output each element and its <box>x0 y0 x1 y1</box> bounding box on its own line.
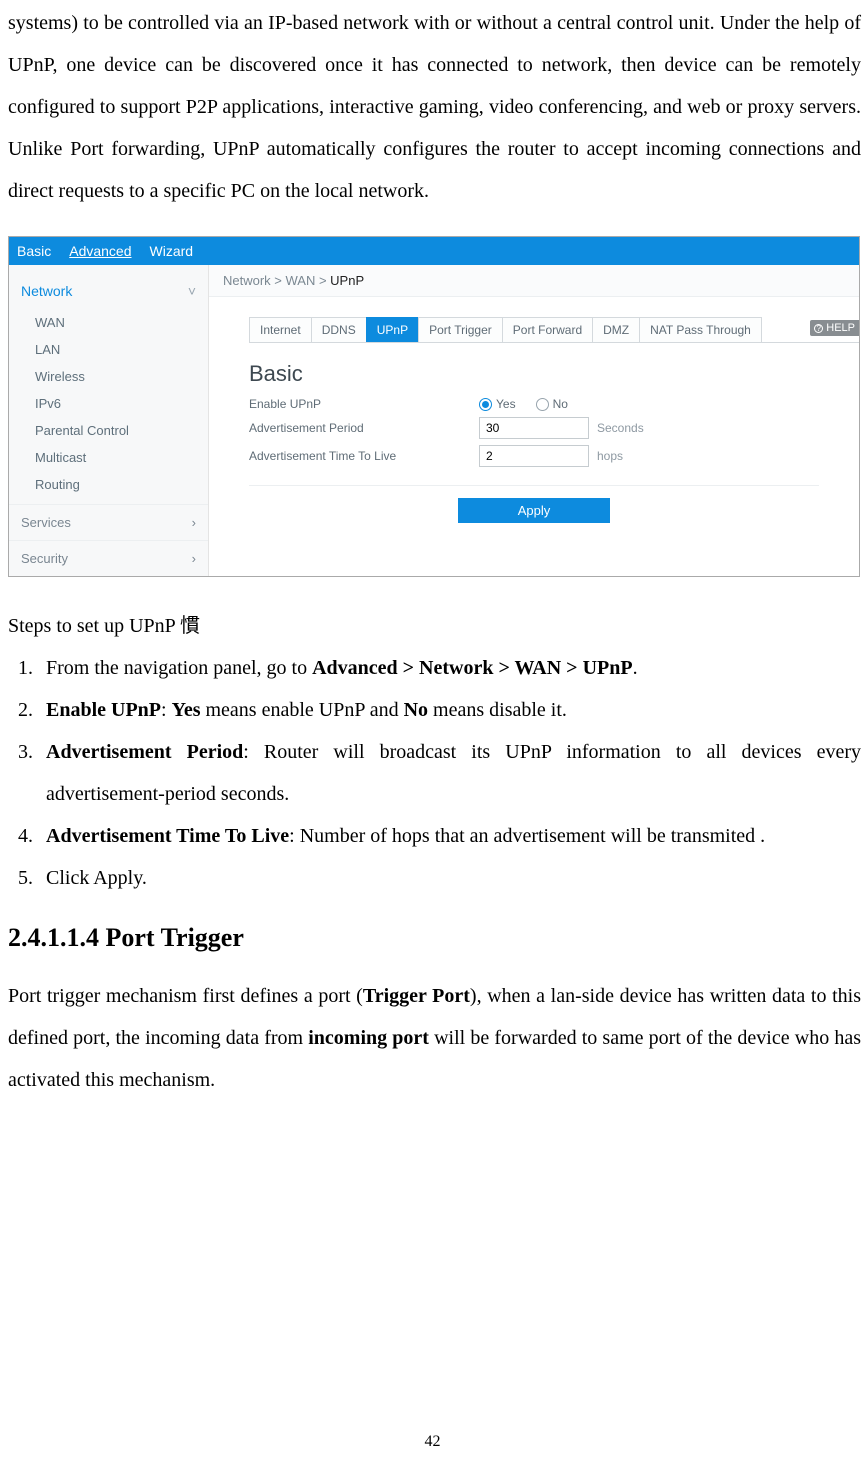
closing-paragraph: Port trigger mechanism first defines a p… <box>8 975 861 1101</box>
apply-bar: Apply <box>249 485 819 523</box>
step-text: means enable UPnP and <box>200 699 403 721</box>
panel-title: Basic <box>249 361 859 387</box>
inner-tab-bar: Internet DDNS UPnP Port Trigger Port For… <box>249 317 859 343</box>
step-bold: No <box>404 699 428 721</box>
step-text: means disable it. <box>428 699 567 721</box>
step-text: : <box>161 699 172 721</box>
tab-ddns[interactable]: DDNS <box>311 317 367 342</box>
sidebar-item-multicast[interactable]: Multicast <box>9 444 208 471</box>
sidebar-section-label: Security <box>21 551 68 566</box>
chevron-down-icon: ˅ <box>188 283 196 299</box>
step-text: . <box>633 657 638 679</box>
radio-yes-label: Yes <box>496 397 516 411</box>
adv-period-input[interactable] <box>479 417 589 439</box>
tab-port-trigger[interactable]: Port Trigger <box>418 317 503 342</box>
step-3: Advertisement Period: Router will broadc… <box>38 731 861 815</box>
top-tab-wizard[interactable]: Wizard <box>150 243 194 263</box>
help-button[interactable]: ? HELP <box>810 320 859 336</box>
sidebar-section-services[interactable]: Services › <box>9 504 208 540</box>
enable-upnp-label: Enable UPnP <box>249 397 479 411</box>
top-tab-basic[interactable]: Basic <box>17 243 51 263</box>
breadcrumb: Network > WAN > UPnP <box>209 265 859 297</box>
chevron-right-icon: › <box>192 515 196 530</box>
adv-ttl-input[interactable] <box>479 445 589 467</box>
intro-paragraph: systems) to be controlled via an IP-base… <box>8 2 861 212</box>
steps-intro: Steps to set up UPnP 慣 <box>8 605 861 647</box>
section-heading: 2.4.1.1.4 Port Trigger <box>8 923 861 953</box>
tab-nat-pass[interactable]: NAT Pass Through <box>639 317 762 342</box>
adv-ttl-label: Advertisement Time To Live <box>249 449 479 463</box>
sidebar-section-network[interactable]: Network ˅ <box>9 275 208 307</box>
tab-port-forward[interactable]: Port Forward <box>502 317 593 342</box>
tab-internet[interactable]: Internet <box>249 317 312 342</box>
adv-ttl-unit: hops <box>597 449 623 463</box>
row-adv-period: Advertisement Period Seconds <box>249 417 859 439</box>
sidebar-item-parental[interactable]: Parental Control <box>9 417 208 444</box>
step-bold: Advertisement Period <box>46 741 243 763</box>
sidebar-section-label: Services <box>21 515 71 530</box>
adv-period-label: Advertisement Period <box>249 421 479 435</box>
step-text: From the navigation panel, go to <box>46 657 312 679</box>
sidebar-section-security[interactable]: Security › <box>9 540 208 576</box>
breadcrumb-current: UPnP <box>330 273 364 288</box>
breadcrumb-prefix: Network > WAN > <box>223 273 330 288</box>
steps-list: From the navigation panel, go to Advance… <box>8 647 861 899</box>
closing-bold: Trigger Port <box>363 985 470 1007</box>
step-bold: Enable UPnP <box>46 699 161 721</box>
chevron-right-icon: › <box>192 551 196 566</box>
step-1: From the navigation panel, go to Advance… <box>38 647 861 689</box>
step-4: Advertisement Time To Live: Number of ho… <box>38 815 861 857</box>
help-label: HELP <box>826 322 855 334</box>
sidebar-item-lan[interactable]: LAN <box>9 336 208 363</box>
help-icon: ? <box>814 324 823 333</box>
top-tab-advanced[interactable]: Advanced <box>69 243 131 263</box>
radio-icon <box>536 398 549 411</box>
radio-yes[interactable]: Yes <box>479 397 516 411</box>
sidebar: Network ˅ WAN LAN Wireless IPv6 Parental… <box>9 265 209 576</box>
top-tab-bar: Basic Advanced Wizard <box>9 237 859 265</box>
step-bold: Advertisement Time To Live <box>46 825 289 847</box>
radio-icon <box>479 398 492 411</box>
sidebar-item-routing[interactable]: Routing <box>9 471 208 498</box>
radio-no[interactable]: No <box>536 397 568 411</box>
adv-period-unit: Seconds <box>597 421 644 435</box>
sidebar-item-ipv6[interactable]: IPv6 <box>9 390 208 417</box>
radio-no-label: No <box>553 397 568 411</box>
content-pane: Network > WAN > UPnP Internet DDNS UPnP … <box>209 265 859 576</box>
sidebar-item-wan[interactable]: WAN <box>9 309 208 336</box>
step-text: : Number of hops that an advertisement w… <box>289 825 765 847</box>
apply-button[interactable]: Apply <box>458 498 611 523</box>
closing-text: Port trigger mechanism first defines a p… <box>8 985 363 1007</box>
closing-bold: incoming port <box>308 1027 429 1049</box>
row-adv-ttl: Advertisement Time To Live hops <box>249 445 859 467</box>
row-enable-upnp: Enable UPnP Yes No <box>249 397 859 411</box>
tab-upnp[interactable]: UPnP <box>366 317 419 342</box>
step-bold: Yes <box>172 699 201 721</box>
step-5: Click Apply. <box>38 857 861 899</box>
tab-dmz[interactable]: DMZ <box>592 317 640 342</box>
page-number: 42 <box>0 1433 865 1451</box>
router-screenshot: Basic Advanced Wizard Network ˅ WAN LAN … <box>8 236 860 577</box>
sidebar-item-wireless[interactable]: Wireless <box>9 363 208 390</box>
sidebar-section-label: Network <box>21 283 72 299</box>
step-2: Enable UPnP: Yes means enable UPnP and N… <box>38 689 861 731</box>
step-bold: Advanced > Network > WAN > UPnP <box>312 657 633 679</box>
